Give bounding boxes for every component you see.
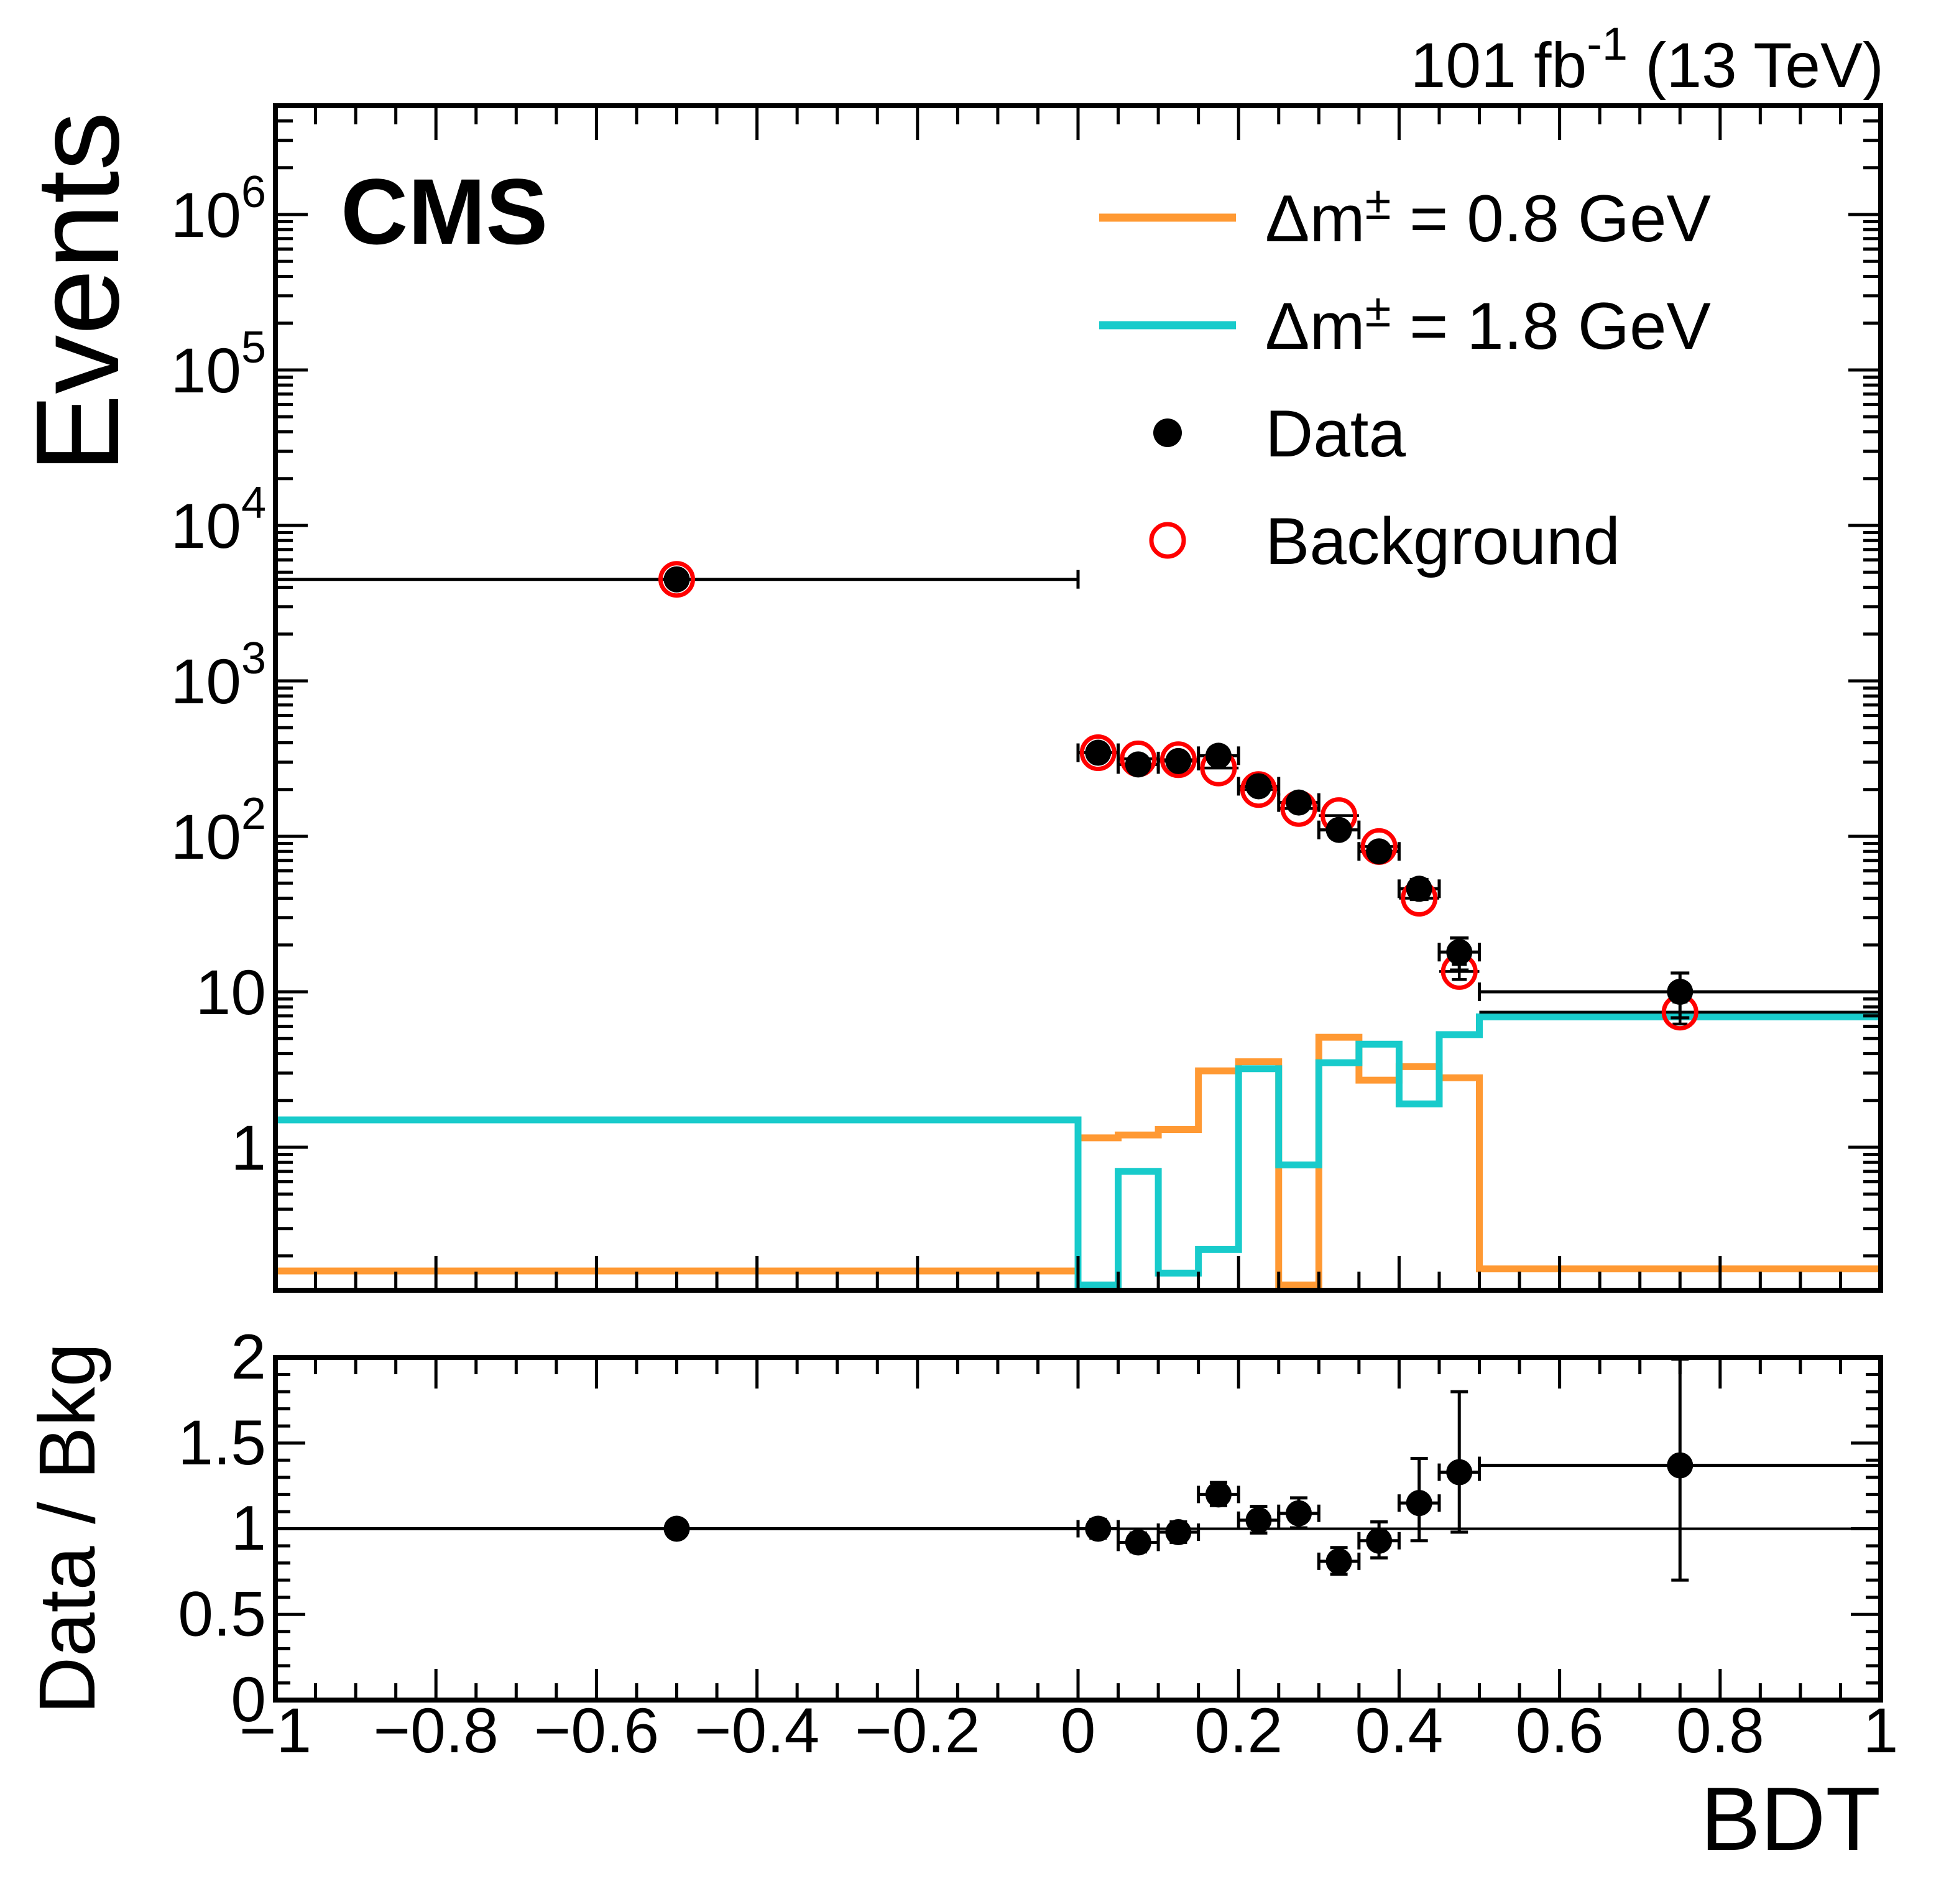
events-axis-title: Events — [12, 112, 144, 473]
data-point — [1125, 751, 1151, 778]
data-point — [663, 566, 690, 593]
background-point — [1159, 741, 1197, 779]
ratio-point — [1286, 1500, 1312, 1527]
legend-sample-background-circle — [1149, 522, 1186, 559]
y-tick-label-main: 1 — [231, 1112, 266, 1183]
legend: Δm± = 0.8 GeV Δm± = 1.8 GeV Data Backgro… — [1099, 177, 1711, 578]
data-point — [1406, 876, 1432, 902]
background-point — [658, 561, 695, 598]
legend-label-dm08: Δm± = 0.8 GeV — [1265, 177, 1711, 256]
ratio-point — [1205, 1481, 1232, 1508]
x-tick-label: 1 — [1863, 1695, 1899, 1766]
data-point — [1325, 816, 1352, 843]
ratio-point — [1125, 1529, 1151, 1556]
y-tick-label-main: 103 — [170, 634, 266, 717]
y-tick-label-main: 104 — [170, 478, 266, 561]
y-tick-label-main: 106 — [170, 167, 266, 251]
y-tick-label-ratio: 0 — [231, 1664, 266, 1735]
ratio-points — [274, 1357, 1883, 1582]
x-tick-label: 0.4 — [1355, 1695, 1444, 1766]
legend-label-background: Background — [1265, 504, 1620, 578]
panel-frames — [273, 103, 1883, 1703]
legend-sample-data-dot — [1153, 418, 1182, 447]
data-point — [1245, 773, 1272, 800]
signal-histograms — [275, 1013, 1881, 1289]
data-point — [1085, 739, 1112, 766]
ratio-point — [1406, 1490, 1432, 1517]
x-tick-label: −0.4 — [694, 1695, 819, 1766]
data-point — [1205, 742, 1232, 769]
ratio-point — [663, 1515, 690, 1542]
ratio-point — [1245, 1507, 1272, 1533]
data-point — [1446, 939, 1473, 966]
x-tick-label: −0.8 — [374, 1695, 499, 1766]
y-tick-label-main: 10 — [196, 957, 266, 1028]
y-tick-label-ratio: 1.5 — [178, 1407, 266, 1478]
legend-label-data: Data — [1265, 396, 1406, 471]
y-tick-label-ratio: 0.5 — [178, 1578, 266, 1649]
data-and-background-points — [274, 561, 1883, 1031]
ratio-axis-title: Data / Bkg — [23, 1343, 112, 1714]
legend-label-dm18: Δm± = 1.8 GeV — [1265, 284, 1711, 363]
ratio-point — [1366, 1527, 1393, 1554]
axis-ticks — [274, 104, 1883, 1702]
x-tick-label: 0 — [1061, 1695, 1096, 1766]
bdt-axis-title: BDT — [1700, 1768, 1881, 1869]
data-point — [1366, 838, 1393, 865]
ratio-panel-frame — [273, 1355, 1883, 1703]
data-point — [1286, 789, 1312, 816]
y-tick-label-ratio: 1 — [231, 1493, 266, 1564]
main-panel-frame — [273, 103, 1883, 1293]
background-point — [1079, 734, 1117, 772]
cms-logo: CMS — [341, 159, 548, 264]
y-tick-label-main: 105 — [170, 323, 266, 406]
x-tick-label: 0.2 — [1194, 1695, 1283, 1766]
x-tick-label: −0.6 — [534, 1695, 659, 1766]
y-tick-label-main: 102 — [170, 789, 266, 872]
signal-dm18-histogram — [275, 1013, 1881, 1289]
ratio-point — [1085, 1515, 1112, 1542]
ratio-point — [1165, 1519, 1192, 1546]
ratio-point — [1325, 1548, 1352, 1574]
y-tick-label-ratio: 2 — [231, 1321, 266, 1392]
lumi-label: 101 fb-1 (13 TeV) — [1411, 18, 1884, 101]
x-tick-label: −1 — [239, 1695, 311, 1766]
x-tick-label: −0.2 — [855, 1695, 980, 1766]
x-tick-label: 0.6 — [1516, 1695, 1604, 1766]
data-point — [1165, 747, 1192, 774]
ratio-point — [1446, 1459, 1473, 1486]
ratio-point — [1667, 1452, 1694, 1479]
axis-tick-labels: −1 −0.8 −0.6 −0.4 −0.2 0 0.2 0.4 0.6 0.8 111010210… — [170, 167, 1898, 1766]
data-point — [1667, 979, 1694, 1005]
x-tick-label: 0.8 — [1676, 1695, 1764, 1766]
